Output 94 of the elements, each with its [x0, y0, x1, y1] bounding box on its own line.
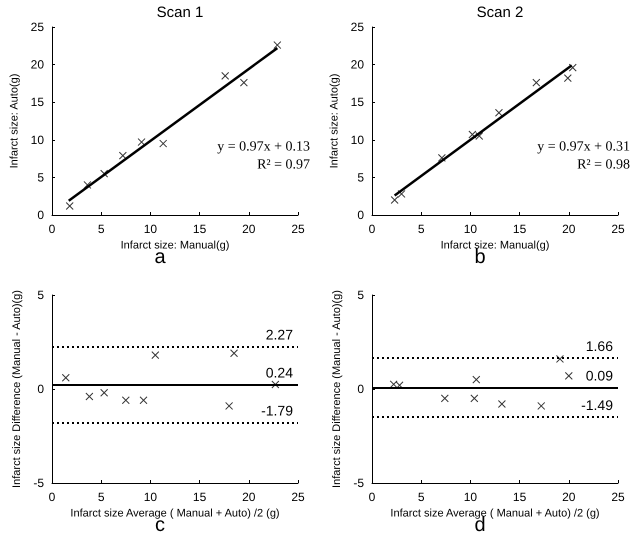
point — [85, 392, 94, 401]
y-tick-label: 0 — [37, 208, 44, 222]
ref-line-label: 2.27 — [266, 326, 294, 342]
y-tick-label: -5 — [33, 476, 44, 490]
x-tick-label: 15 — [512, 490, 527, 504]
y-tick-label: 25 — [30, 20, 44, 34]
y-axis-title: Infarct size Difference (Manual - Auto)(g) — [330, 290, 343, 488]
annotation: y = 0.97x + 0.13 — [217, 140, 310, 154]
point — [159, 140, 168, 148]
point — [66, 202, 74, 210]
y-tick-label: 5 — [357, 170, 364, 184]
point — [438, 154, 446, 162]
x-tick-label: 25 — [291, 490, 305, 504]
annotation: y = 0.97x + 0.31 — [537, 140, 630, 154]
point — [475, 132, 484, 140]
point — [83, 180, 92, 189]
point — [271, 380, 280, 388]
x-tick-label: 15 — [192, 222, 207, 236]
x-tick-label: 5 — [98, 222, 105, 236]
y-tick-label: 25 — [350, 20, 364, 34]
y-tick-label: 10 — [30, 132, 44, 147]
point — [221, 72, 230, 80]
y-tick-label: 5 — [357, 288, 364, 302]
y-tick-label: 0 — [37, 382, 44, 396]
x-tick-label: 5 — [418, 222, 425, 236]
annotation: R² = 0.97 — [257, 158, 310, 172]
x-tick-label: 10 — [464, 222, 478, 236]
x-tick-label: 20 — [242, 222, 256, 236]
point — [62, 374, 70, 382]
ref-line-label: -1.79 — [261, 402, 294, 419]
point — [440, 394, 449, 402]
point — [100, 170, 108, 178]
ref-line-label: 0.24 — [266, 364, 294, 380]
x-tick-label: 5 — [98, 490, 105, 504]
y-tick-label: 0 — [357, 208, 364, 222]
x-axis-title: Infarct size Average ( Manual + Auto) /2 (g) — [390, 507, 600, 520]
point — [472, 376, 480, 384]
point — [240, 78, 248, 87]
point — [118, 152, 127, 160]
y-tick-label: 15 — [350, 95, 364, 110]
point — [564, 372, 573, 380]
point — [470, 394, 478, 402]
point — [498, 400, 506, 408]
y-axis-title: Infarct size: Auto(g) — [328, 74, 340, 168]
point — [564, 74, 572, 82]
chart-title: Scan 2 — [476, 4, 524, 21]
point — [230, 349, 238, 358]
y-tick-label: 15 — [30, 95, 44, 110]
x-tick-label: 0 — [48, 222, 56, 236]
x-tick-label: 0 — [48, 490, 56, 504]
x-tick-label: 25 — [291, 222, 305, 236]
point — [138, 138, 146, 146]
point — [468, 130, 476, 139]
point — [537, 402, 546, 410]
x-tick-label: 10 — [144, 490, 158, 504]
y-axis-title: Infarct size: Auto(g) — [8, 74, 20, 168]
x-tick-label: 20 — [242, 490, 256, 504]
ref-line-label: -1.49 — [581, 397, 614, 414]
point — [225, 402, 234, 410]
point — [494, 108, 503, 117]
x-tick-label: 0 — [368, 490, 376, 504]
point — [568, 64, 577, 72]
ref-line-label: 1.66 — [586, 338, 614, 354]
point — [398, 190, 406, 198]
point — [390, 196, 399, 204]
y-tick-label: 5 — [37, 170, 44, 184]
x-tick-label: 20 — [562, 490, 576, 504]
y-tick-label: 20 — [30, 58, 44, 72]
point — [273, 41, 282, 50]
point — [151, 351, 160, 360]
x-tick-label: 0 — [368, 222, 376, 236]
y-tick-label: 5 — [37, 288, 44, 302]
point — [140, 396, 148, 404]
annotation: R² = 0.98 — [577, 158, 630, 172]
y-tick-label: 10 — [350, 132, 364, 147]
x-tick-label: 15 — [192, 490, 207, 504]
chart-title: Scan 1 — [156, 4, 204, 21]
x-tick-label: 25 — [611, 222, 625, 236]
y-axis-title: Infarct size Difference (Manual - Auto)(g) — [10, 290, 23, 488]
ref-line-label: 0.09 — [586, 367, 614, 384]
point — [100, 388, 108, 397]
y-tick-label: 20 — [350, 58, 364, 72]
y-tick-label: -5 — [353, 476, 364, 490]
y-tick-label: 0 — [357, 382, 364, 396]
point — [396, 381, 404, 390]
x-tick-label: 15 — [512, 222, 527, 236]
point — [122, 396, 130, 404]
x-tick-label: 25 — [611, 490, 625, 504]
x-tick-label: 10 — [464, 490, 478, 504]
x-tick-label: 10 — [144, 222, 158, 236]
x-tick-label: 5 — [418, 490, 425, 504]
x-tick-label: 20 — [562, 222, 576, 236]
point — [556, 354, 564, 363]
point — [532, 78, 540, 87]
